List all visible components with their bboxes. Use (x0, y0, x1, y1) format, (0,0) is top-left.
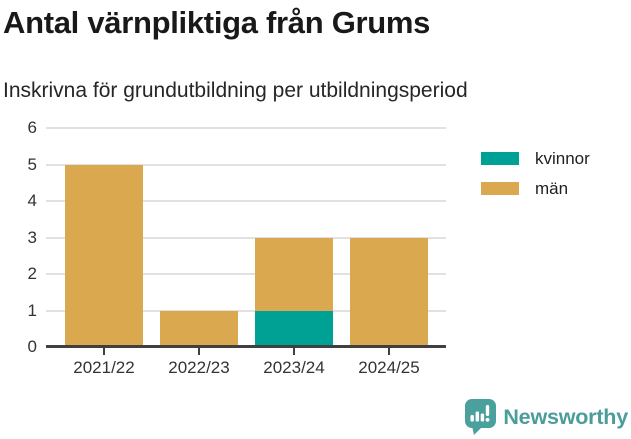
bar-segment-män-2022/23 (160, 310, 238, 347)
x-axis-label-2022/23: 2022/23 (168, 358, 230, 377)
x-axis-tick-2021/22 (103, 348, 105, 355)
chart-title: Antal värnpliktiga från Grums (3, 5, 431, 40)
chart-subtitle: Inskrivna för grundutbildning per utbild… (3, 79, 468, 102)
y-axis-label-3: 3 (27, 227, 37, 247)
y-axis-label-5: 5 (27, 154, 37, 174)
gridline-6 (46, 127, 446, 129)
legend-item-kvinnor: kvinnor (481, 150, 590, 167)
x-axis-tick-2022/23 (198, 348, 200, 355)
x-axis-tick-2023/24 (293, 348, 295, 355)
bar-segment-kvinnor-2023/24 (255, 310, 333, 347)
legend-item-män: män (481, 180, 590, 197)
x-axis-label-2024/25: 2024/25 (358, 358, 420, 377)
legend: kvinnor män (481, 150, 590, 197)
legend-label-män: män (535, 179, 569, 198)
y-axis-label-2: 2 (27, 264, 37, 283)
legend-swatch-kvinnor (481, 152, 519, 165)
gridline-4 (46, 200, 446, 202)
bar-segment-män-2021/22 (65, 164, 143, 347)
gridline-1 (46, 309, 446, 312)
gridline-2 (46, 273, 446, 275)
gridline-5 (46, 163, 446, 166)
x-axis-line (46, 345, 446, 348)
bar-segment-män-2024/25 (350, 237, 428, 347)
legend-swatch-män (481, 182, 519, 195)
brand-name: Newsworthy (503, 404, 628, 429)
newsworthy-logo-icon (465, 399, 497, 435)
y-axis-label-6: 6 (27, 118, 37, 137)
x-axis-label-2023/24: 2023/24 (263, 358, 325, 377)
y-axis-label-0: 0 (27, 337, 37, 356)
gridline-3 (46, 236, 446, 239)
y-axis-label-1: 1 (27, 300, 37, 320)
x-axis-tick-2024/25 (388, 348, 390, 355)
brand-footer: Newsworthy (464, 398, 628, 436)
x-axis-label-2021/22: 2021/22 (73, 358, 135, 377)
bar-segment-män-2023/24 (255, 237, 333, 311)
legend-label-kvinnor: kvinnor (535, 149, 590, 168)
y-axis-label-4: 4 (27, 191, 37, 210)
